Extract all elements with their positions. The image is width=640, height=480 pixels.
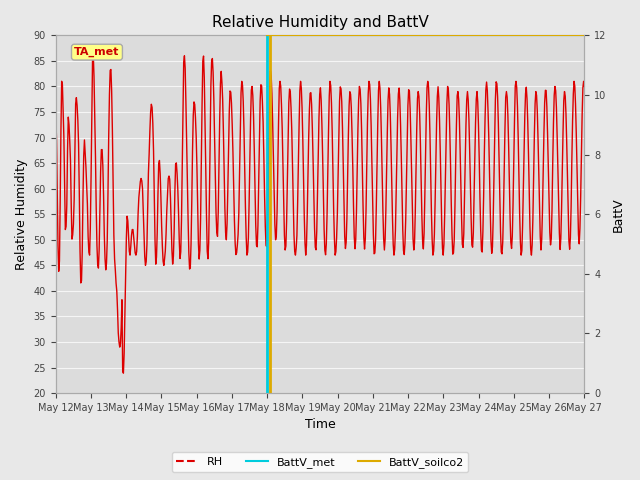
- Y-axis label: Relative Humidity: Relative Humidity: [15, 158, 28, 270]
- Title: Relative Humidity and BattV: Relative Humidity and BattV: [212, 15, 428, 30]
- Legend: RH, BattV_met, BattV_soilco2: RH, BattV_met, BattV_soilco2: [172, 452, 468, 472]
- Y-axis label: BattV: BattV: [612, 197, 625, 231]
- Text: TA_met: TA_met: [74, 47, 120, 57]
- X-axis label: Time: Time: [305, 419, 335, 432]
